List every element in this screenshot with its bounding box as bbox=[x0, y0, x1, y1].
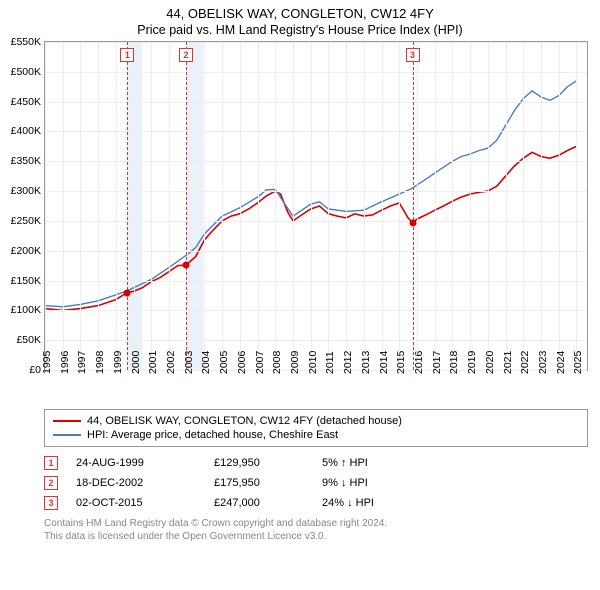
event-marker: 3 bbox=[44, 496, 58, 510]
x-axis-label: 2019 bbox=[466, 351, 478, 374]
legend-item-hpi: HPI: Average price, detached house, Ches… bbox=[53, 428, 579, 442]
event-row: 3 02-OCT-2015 £247,000 24% ↓ HPI bbox=[44, 493, 588, 513]
event-date: 24-AUG-1999 bbox=[76, 457, 196, 469]
x-axis-label: 2025 bbox=[572, 351, 584, 374]
y-axis-label: £450K bbox=[11, 96, 41, 108]
sale-marker-1: 1 bbox=[120, 48, 134, 62]
x-axis-label: 2014 bbox=[378, 351, 390, 374]
event-row: 1 24-AUG-1999 £129,950 5% ↑ HPI bbox=[44, 453, 588, 473]
x-axis-label: 2008 bbox=[271, 351, 283, 374]
sale-marker-3: 3 bbox=[406, 48, 420, 62]
event-row: 2 18-DEC-2002 £175,950 9% ↓ HPI bbox=[44, 473, 588, 493]
legend-swatch bbox=[53, 420, 81, 422]
legend-item-property: 44, OBELISK WAY, CONGLETON, CW12 4FY (de… bbox=[53, 414, 579, 428]
x-axis-label: 2012 bbox=[342, 351, 354, 374]
legend: 44, OBELISK WAY, CONGLETON, CW12 4FY (de… bbox=[44, 409, 588, 447]
legend-swatch bbox=[53, 434, 81, 436]
sale-dot-3 bbox=[409, 219, 416, 226]
y-axis-label: £300K bbox=[11, 185, 41, 197]
chart-subtitle: Price paid vs. HM Land Registry's House … bbox=[0, 23, 600, 37]
event-price: £175,950 bbox=[214, 477, 304, 489]
x-axis-label: 2018 bbox=[448, 351, 460, 374]
event-pct: 24% ↓ HPI bbox=[322, 497, 374, 509]
x-axis-label: 2007 bbox=[254, 351, 266, 374]
x-axis-label: 1998 bbox=[94, 351, 106, 374]
x-axis-label: 2001 bbox=[147, 351, 159, 374]
x-axis-label: 2010 bbox=[307, 351, 319, 374]
x-axis-label: 2005 bbox=[218, 351, 230, 374]
chart-container: 44, OBELISK WAY, CONGLETON, CW12 4FY Pri… bbox=[0, 0, 600, 543]
x-axis-label: 2015 bbox=[395, 351, 407, 374]
y-axis-label: £50K bbox=[16, 334, 41, 346]
event-date: 02-OCT-2015 bbox=[76, 497, 196, 509]
plot-area: £0£50K£100K£150K£200K£250K£300K£350K£400… bbox=[44, 41, 588, 371]
y-axis-label: £0 bbox=[29, 364, 41, 376]
y-axis-label: £400K bbox=[11, 125, 41, 137]
y-axis-label: £250K bbox=[11, 215, 41, 227]
x-axis-label: 2024 bbox=[555, 351, 567, 374]
x-axis-label: 2017 bbox=[431, 351, 443, 374]
x-axis-label: 1997 bbox=[76, 351, 88, 374]
x-axis-label: 1999 bbox=[112, 351, 124, 374]
sale-dot-2 bbox=[182, 262, 189, 269]
footer-line: This data is licensed under the Open Gov… bbox=[44, 530, 588, 543]
x-axis-label: 2023 bbox=[537, 351, 549, 374]
x-axis-label: 2011 bbox=[324, 351, 336, 374]
event-date: 18-DEC-2002 bbox=[76, 477, 196, 489]
x-axis-label: 1996 bbox=[59, 351, 71, 374]
title-block: 44, OBELISK WAY, CONGLETON, CW12 4FY Pri… bbox=[0, 0, 600, 41]
y-axis-label: £550K bbox=[11, 36, 41, 48]
event-pct: 5% ↑ HPI bbox=[322, 457, 368, 469]
event-price: £247,000 bbox=[214, 497, 304, 509]
event-price: £129,950 bbox=[214, 457, 304, 469]
x-axis-label: 2004 bbox=[200, 351, 212, 374]
y-axis-label: £500K bbox=[11, 66, 41, 78]
legend-label: HPI: Average price, detached house, Ches… bbox=[87, 429, 338, 441]
event-pct: 9% ↓ HPI bbox=[322, 477, 368, 489]
footer: Contains HM Land Registry data © Crown c… bbox=[44, 517, 588, 543]
event-marker: 1 bbox=[44, 456, 58, 470]
legend-label: 44, OBELISK WAY, CONGLETON, CW12 4FY (de… bbox=[87, 415, 402, 427]
x-axis-label: 2006 bbox=[236, 351, 248, 374]
y-axis-label: £200K bbox=[11, 245, 41, 257]
x-axis-label: 2021 bbox=[502, 351, 514, 374]
x-axis-label: 2020 bbox=[484, 351, 496, 374]
sale-marker-2: 2 bbox=[179, 48, 193, 62]
x-axis-label: 2009 bbox=[289, 351, 301, 374]
x-axis-label: 2022 bbox=[519, 351, 531, 374]
sale-dot-1 bbox=[124, 289, 131, 296]
y-axis-label: £150K bbox=[11, 275, 41, 287]
y-axis-label: £100K bbox=[11, 304, 41, 316]
footer-line: Contains HM Land Registry data © Crown c… bbox=[44, 517, 588, 530]
x-axis-label: 1995 bbox=[41, 351, 53, 374]
event-marker: 2 bbox=[44, 476, 58, 490]
x-axis-label: 2000 bbox=[130, 351, 142, 374]
x-axis-label: 2016 bbox=[413, 351, 425, 374]
x-axis-label: 2013 bbox=[360, 351, 372, 374]
x-axis-label: 2002 bbox=[165, 351, 177, 374]
y-axis-label: £350K bbox=[11, 155, 41, 167]
x-axis-label: 2003 bbox=[183, 351, 195, 374]
chart-title: 44, OBELISK WAY, CONGLETON, CW12 4FY bbox=[0, 6, 600, 21]
events-list: 1 24-AUG-1999 £129,950 5% ↑ HPI 2 18-DEC-2002… bbox=[44, 453, 588, 513]
